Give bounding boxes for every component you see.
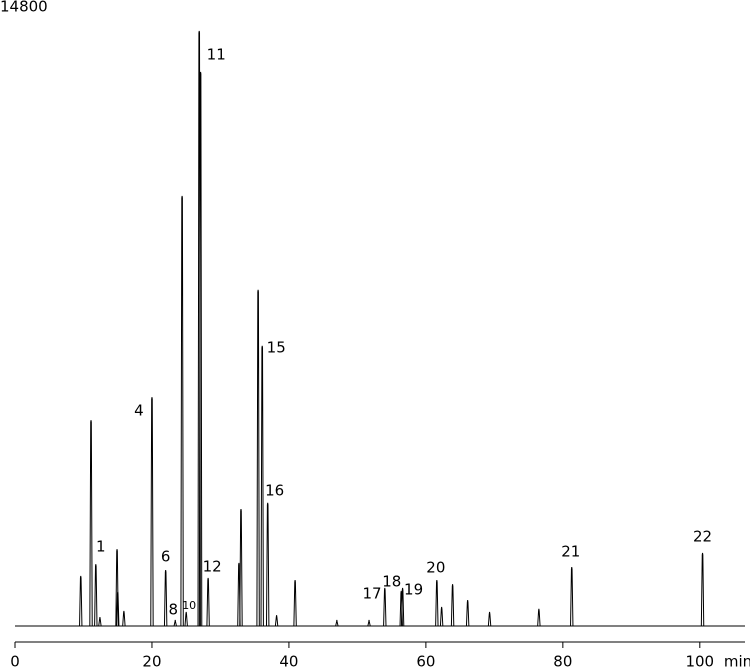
- peak: [115, 549, 119, 627]
- x-tick-label: 60: [416, 653, 435, 670]
- peak: [94, 564, 98, 627]
- peak: [173, 619, 177, 627]
- peak: [265, 502, 270, 627]
- peak: [335, 619, 339, 627]
- peak: [180, 195, 184, 627]
- peak: [450, 584, 455, 627]
- x-tick-label: 40: [279, 653, 298, 670]
- x-tick-label: 80: [553, 653, 572, 670]
- peak-label: 11: [207, 45, 226, 63]
- peak: [400, 587, 405, 627]
- peak: [237, 562, 241, 627]
- peak-label: 18: [382, 573, 401, 591]
- peak: [89, 420, 93, 627]
- peak: [198, 71, 203, 627]
- peak: [98, 616, 102, 627]
- peak: [206, 577, 210, 627]
- peak: [163, 569, 168, 627]
- x-tick-label: 100: [685, 653, 714, 670]
- peak: [256, 289, 260, 627]
- peak: [700, 552, 705, 627]
- peak-label: 22: [693, 527, 712, 545]
- peak: [239, 509, 243, 627]
- x-tick-label: 20: [142, 653, 161, 670]
- peak-label: 21: [561, 543, 580, 561]
- peak: [116, 591, 120, 627]
- peak: [487, 611, 492, 627]
- peak-label: 17: [362, 584, 381, 602]
- peak: [260, 345, 264, 627]
- x-axis-label: min: [724, 653, 750, 670]
- peak: [465, 600, 470, 627]
- peak-label: 12: [203, 557, 222, 575]
- peak: [537, 608, 541, 627]
- peak-label: 8: [168, 600, 178, 618]
- y-tick-label: 14800: [0, 0, 48, 16]
- peak: [150, 397, 154, 627]
- peak: [439, 606, 444, 627]
- peak: [367, 619, 371, 627]
- x-tick-label: 0: [10, 653, 20, 670]
- peak: [274, 615, 279, 627]
- peak-label: 20: [426, 559, 445, 577]
- peak-label: 19: [404, 581, 423, 599]
- peak-label: 6: [161, 548, 171, 566]
- peak: [79, 575, 83, 627]
- peak: [122, 610, 126, 627]
- peak-label: 15: [267, 338, 286, 356]
- peak-label: 1: [96, 538, 106, 556]
- peak: [383, 587, 387, 627]
- peak: [570, 567, 574, 627]
- peak-label: 16: [265, 481, 284, 499]
- peak: [435, 579, 439, 627]
- peak-label: 10: [182, 599, 196, 612]
- peak-label: 4: [134, 402, 144, 420]
- peak: [184, 611, 188, 627]
- peak: [293, 579, 297, 627]
